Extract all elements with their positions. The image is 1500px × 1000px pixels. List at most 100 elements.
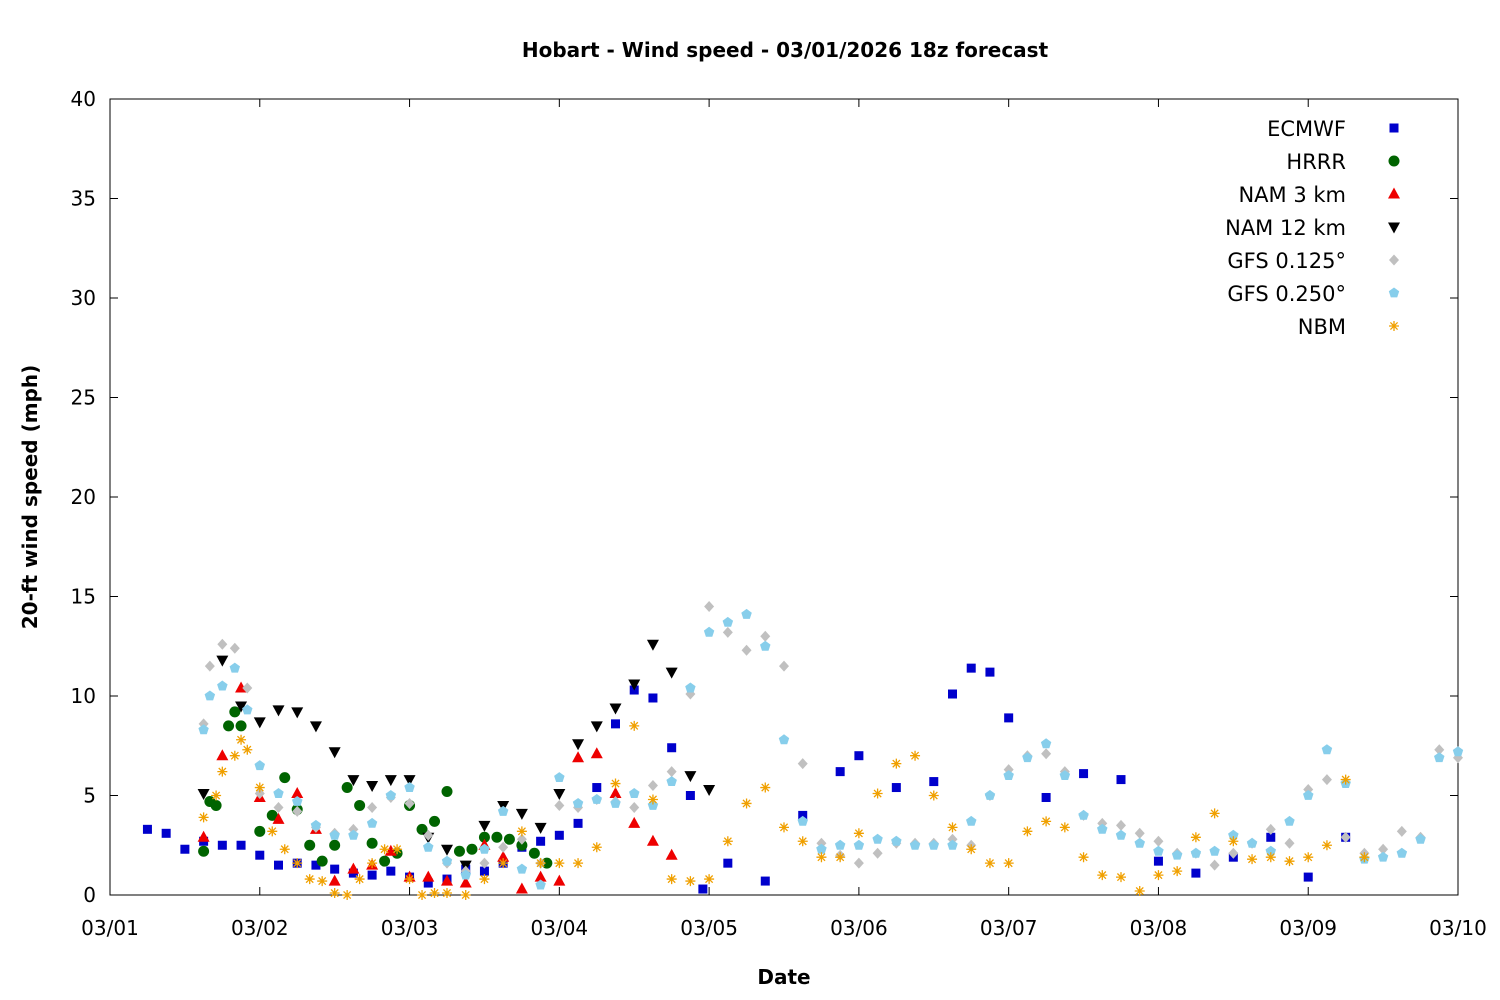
data-point xyxy=(629,720,640,731)
data-point xyxy=(223,720,235,732)
x-tick-label: 03/03 xyxy=(381,916,439,940)
legend-label: NAM 3 km xyxy=(1238,183,1346,207)
data-point xyxy=(1284,815,1295,826)
data-point xyxy=(816,843,827,854)
data-point xyxy=(528,847,540,859)
legend-marker xyxy=(1388,222,1400,234)
data-point xyxy=(279,772,291,784)
data-point xyxy=(685,791,695,800)
y-tick-label: 25 xyxy=(71,386,96,410)
data-point xyxy=(966,815,977,826)
data-point xyxy=(1303,790,1314,800)
x-tick-label: 03/10 xyxy=(1429,916,1487,940)
data-point xyxy=(142,824,152,834)
data-point xyxy=(835,852,846,863)
data-point xyxy=(666,766,677,778)
data-point xyxy=(235,720,247,732)
data-point xyxy=(984,858,995,869)
data-point xyxy=(665,848,678,860)
data-point xyxy=(853,857,864,869)
data-point xyxy=(1097,870,1108,881)
data-point xyxy=(329,888,340,899)
data-point xyxy=(798,810,808,820)
legend-marker xyxy=(1388,187,1400,199)
data-point xyxy=(1116,819,1126,831)
data-point xyxy=(423,878,433,888)
y-tick-label: 20 xyxy=(71,485,96,509)
x-tick-label: 03/09 xyxy=(1279,916,1337,940)
data-point xyxy=(741,644,752,656)
data-point xyxy=(498,858,509,869)
data-point xyxy=(1191,868,1201,878)
data-point xyxy=(404,797,415,809)
data-point xyxy=(242,704,253,715)
data-point xyxy=(554,830,564,840)
data-point xyxy=(1003,770,1014,780)
data-point xyxy=(666,874,677,885)
data-point xyxy=(329,839,341,851)
data-point xyxy=(291,707,304,719)
data-point xyxy=(591,842,602,853)
data-point xyxy=(516,833,527,845)
data-point xyxy=(611,719,620,729)
data-point xyxy=(1040,738,1052,749)
data-point xyxy=(1265,852,1276,863)
data-point xyxy=(760,876,770,886)
data-point xyxy=(629,788,640,798)
data-point xyxy=(198,845,210,857)
data-points xyxy=(142,600,1464,900)
data-point xyxy=(854,751,864,761)
data-point xyxy=(479,866,489,876)
data-point xyxy=(229,706,241,718)
data-point xyxy=(1377,851,1389,862)
legend: ECMWF HRRR NAM 3 km NAM 12 km GFS 0.125° GFS … xyxy=(1225,117,1400,339)
data-point xyxy=(1116,872,1126,883)
data-point xyxy=(929,777,939,787)
data-point xyxy=(459,876,472,888)
data-point xyxy=(534,822,547,834)
axis-ticks: 03/01 03/02 03/03 03/04 03/05 03/06 03/07 03/08… xyxy=(71,87,1487,940)
data-point xyxy=(928,839,939,850)
data-point xyxy=(229,750,240,761)
data-point xyxy=(367,801,378,813)
data-point xyxy=(417,890,428,900)
data-point xyxy=(1228,836,1239,847)
data-point xyxy=(217,766,228,777)
data-point xyxy=(1171,849,1183,860)
data-point xyxy=(704,874,715,885)
data-point xyxy=(610,798,621,808)
data-point xyxy=(741,798,752,809)
data-point xyxy=(666,776,677,786)
data-point xyxy=(592,783,602,793)
series-nbm xyxy=(198,720,1370,900)
data-point xyxy=(347,862,360,874)
data-point xyxy=(1078,852,1089,863)
data-point xyxy=(910,750,921,761)
data-point xyxy=(835,767,845,777)
data-point xyxy=(198,724,209,735)
data-point xyxy=(392,844,403,855)
data-point xyxy=(1041,792,1051,802)
data-point xyxy=(429,815,441,827)
data-point xyxy=(317,876,328,887)
data-point xyxy=(279,844,290,855)
data-point xyxy=(441,855,453,866)
data-point xyxy=(1134,837,1145,848)
data-point xyxy=(416,823,428,835)
data-point xyxy=(1153,835,1164,847)
data-point xyxy=(442,888,452,899)
y-tick-label: 0 xyxy=(83,883,96,907)
data-point xyxy=(516,826,527,837)
data-point xyxy=(366,817,378,828)
data-point xyxy=(891,758,902,769)
data-point xyxy=(1153,845,1164,856)
data-point xyxy=(403,775,416,787)
data-point xyxy=(554,799,565,811)
data-point xyxy=(1321,774,1332,786)
data-point xyxy=(834,839,846,850)
data-point xyxy=(180,844,190,854)
data-point xyxy=(1209,808,1220,819)
data-point xyxy=(210,799,222,811)
data-point xyxy=(1396,847,1408,858)
